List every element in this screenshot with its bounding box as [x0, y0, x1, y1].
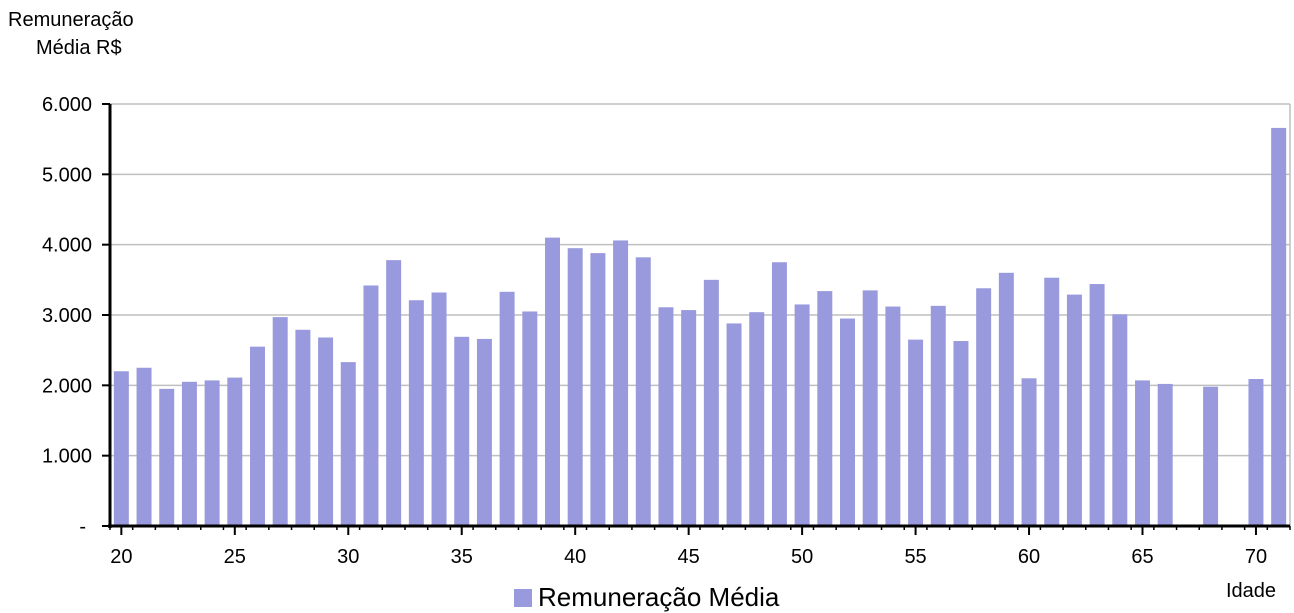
y-tick-label: 6.000: [42, 94, 92, 116]
bar: [1044, 277, 1060, 526]
bar: [408, 300, 424, 526]
bar: [1112, 314, 1128, 526]
x-tick-label: 60: [1018, 546, 1040, 568]
bar: [862, 290, 878, 526]
bar: [1203, 386, 1219, 526]
legend-swatch: [514, 588, 532, 607]
bar: [181, 381, 197, 526]
bar: [386, 260, 402, 526]
x-tick-label: 50: [791, 546, 813, 568]
bar: [1089, 284, 1105, 526]
bar: [590, 253, 606, 526]
bar: [998, 272, 1014, 526]
y-tick-label: 4.000: [42, 235, 92, 257]
bar: [318, 337, 334, 526]
bar: [658, 307, 674, 526]
bar: [136, 367, 152, 526]
bar: [227, 377, 243, 526]
bar: [454, 336, 470, 526]
bar: [1135, 380, 1150, 526]
bar: [499, 291, 515, 526]
bar: [522, 311, 538, 526]
bar: [431, 292, 447, 526]
legend: Remuneração Média: [514, 582, 779, 613]
x-tick-label: 35: [451, 546, 473, 568]
bar: [340, 362, 356, 526]
bar: [976, 288, 992, 526]
x-tick-label: 65: [1131, 546, 1153, 568]
bar: [726, 323, 742, 526]
bar: [567, 248, 583, 526]
x-tick-label: 45: [678, 546, 700, 568]
y-tick-label: -: [79, 516, 86, 538]
bar: [1157, 383, 1173, 526]
x-tick-label: 40: [564, 546, 586, 568]
bar: [749, 312, 765, 526]
bar: [295, 329, 311, 526]
bar: [613, 240, 629, 527]
bar: [1021, 378, 1037, 526]
bar: [363, 285, 379, 526]
y-axis-title: Remuneração Média R$: [8, 6, 134, 62]
bar: [885, 306, 901, 526]
bar: [476, 338, 492, 526]
bar: [930, 305, 946, 526]
bar: [840, 318, 855, 526]
x-tick-label: 30: [337, 546, 359, 568]
bar: [703, 279, 719, 526]
bar: [545, 237, 560, 526]
y-tick-label: 1.000: [42, 446, 92, 468]
bar: [1066, 294, 1082, 526]
x-tick-label: 25: [224, 546, 246, 568]
bar: [681, 310, 697, 526]
bar: [272, 317, 288, 526]
bar: [1248, 379, 1264, 526]
x-tick-label: 55: [904, 546, 926, 568]
legend-label: Remuneração Média: [538, 582, 780, 612]
x-tick-label: 70: [1245, 546, 1267, 568]
y-axis-title-line1: Remuneração: [8, 9, 134, 31]
bar: [159, 388, 175, 526]
y-axis-title-line2: Média R$: [36, 37, 122, 59]
x-axis-title: Idade: [1226, 580, 1277, 602]
y-tick-label: 3.000: [42, 305, 92, 327]
bar: [908, 339, 924, 526]
bar: [771, 262, 787, 526]
bar: [113, 371, 129, 526]
bar: [250, 346, 265, 526]
bar: [204, 380, 220, 526]
bar: [1271, 127, 1287, 526]
y-tick-label: 2.000: [42, 375, 92, 397]
x-tick-label: 20: [110, 546, 132, 568]
bar: [817, 291, 833, 526]
bar: [794, 304, 810, 526]
bar: [635, 257, 651, 526]
bar: [953, 341, 969, 526]
y-tick-label: 5.000: [42, 164, 92, 186]
